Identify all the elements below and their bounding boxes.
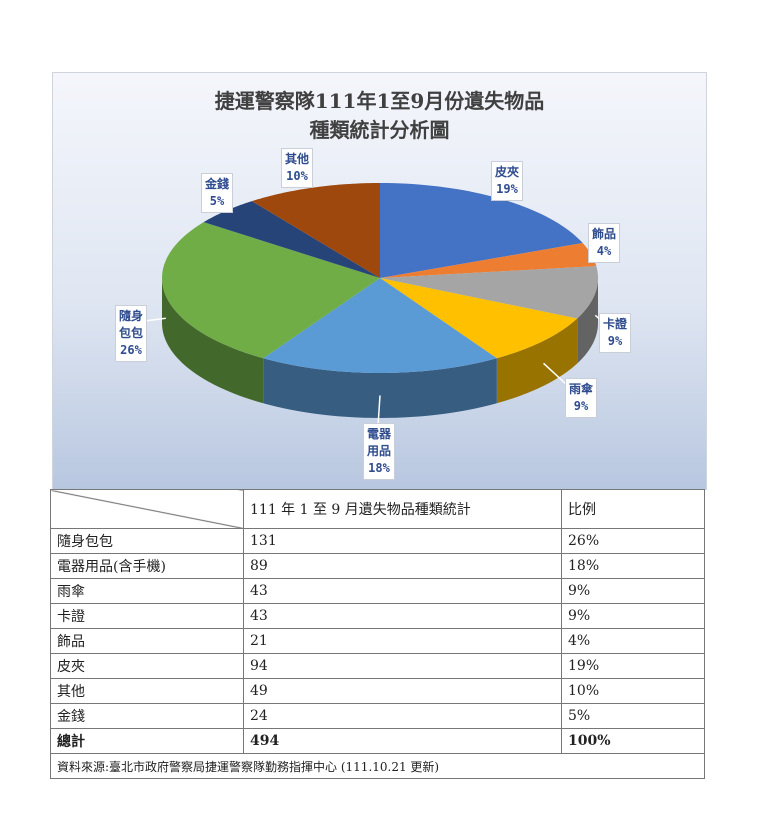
pie-side-雨傘: [496, 318, 578, 404]
cell-category: 電器用品(含手機): [50, 553, 244, 579]
table-row: 皮夾 94 19%: [50, 653, 705, 679]
pie-slice-雨傘: [380, 278, 578, 359]
table-row: 飾品 21 4%: [50, 628, 705, 654]
data-label: 皮夾 19%: [491, 161, 524, 201]
cell-ratio: 9%: [561, 578, 705, 604]
data-label: 飾品 4%: [588, 223, 621, 263]
table-row: 雨傘 43 9%: [50, 578, 705, 604]
pie-slice-金錢: [203, 201, 380, 278]
cell-category: 雨傘: [50, 578, 244, 604]
cell-count: 43: [243, 603, 562, 629]
cell-ratio: 5%: [561, 703, 705, 729]
pie-slice-電器用品: [263, 278, 497, 373]
cell-ratio: 18%: [561, 553, 705, 579]
cell-ratio: 10%: [561, 678, 705, 704]
cell-ratio: 4%: [561, 628, 705, 654]
table-row: 隨身包包 131 26%: [50, 528, 705, 554]
table-row: 電器用品(含手機) 89 18%: [50, 553, 705, 579]
pie-chart: 捷運警察隊111年1至9月份遺失物品 種類統計分析圖 皮夾 19% 飾品 4% 卡證…: [52, 72, 707, 490]
source-note: 資料來源:臺北市政府警察局捷運警察隊勤務指揮中心 (111.10.21 更新): [50, 753, 705, 779]
source-row: 資料來源:臺北市政府警察局捷運警察隊勤務指揮中心 (111.10.21 更新): [50, 753, 705, 779]
total-label: 總計: [50, 728, 244, 754]
header-ratio: 比例: [561, 489, 705, 529]
cell-count: 131: [243, 528, 562, 554]
data-label: 雨傘 9%: [565, 378, 598, 418]
table-row: 金錢 24 5%: [50, 703, 705, 729]
cell-ratio: 9%: [561, 603, 705, 629]
data-label: 其他 10%: [281, 148, 314, 188]
pie-side-卡證: [577, 278, 598, 364]
cell-category: 卡證: [50, 603, 244, 629]
pie-slice-卡證: [380, 266, 598, 319]
diagonal-header-cell: [50, 489, 244, 529]
cell-count: 43: [243, 578, 562, 604]
cell-count: 89: [243, 553, 562, 579]
cell-ratio: 26%: [561, 528, 705, 554]
cell-count: 49: [243, 678, 562, 704]
cell-category: 隨身包包: [50, 528, 244, 554]
data-label: 卡證 9%: [599, 313, 632, 353]
table-row: 其他 49 10%: [50, 678, 705, 704]
pie-slice-其他: [251, 183, 380, 278]
pie-svg: [128, 165, 614, 442]
stats-table: 111 年 1 至 9 月遺失物品種類統計 比例 隨身包包 131 26% 電器用品(…: [50, 489, 705, 779]
pie-side-隨身包包: [162, 278, 264, 404]
pie-slice-皮夾: [380, 183, 583, 278]
title-line-2: 種類統計分析圖: [309, 118, 450, 142]
cell-category: 其他: [50, 678, 244, 704]
cell-category: 飾品: [50, 628, 244, 654]
cell-count: 21: [243, 628, 562, 654]
data-label: 隨身 包包 26%: [115, 305, 148, 362]
data-label: 電器 用品 18%: [363, 423, 396, 480]
chart-title: 捷運警察隊111年1至9月份遺失物品 種類統計分析圖: [53, 87, 706, 145]
cell-count: 24: [243, 703, 562, 729]
cell-category: 皮夾: [50, 653, 244, 679]
total-ratio: 100%: [561, 728, 705, 754]
title-line-1: 捷運警察隊111年1至9月份遺失物品: [214, 89, 545, 113]
table-header-row: 111 年 1 至 9 月遺失物品種類統計 比例: [50, 489, 705, 529]
table-row: 卡證 43 9%: [50, 603, 705, 629]
data-label: 金錢 5%: [201, 173, 234, 213]
pie-slice-隨身包包: [162, 222, 380, 359]
header-count: 111 年 1 至 9 月遺失物品種類統計: [243, 489, 562, 529]
pie-slice-飾品: [380, 243, 597, 278]
cell-category: 金錢: [50, 703, 244, 729]
total-row: 總計 494 100%: [50, 728, 705, 754]
cell-count: 94: [243, 653, 562, 679]
total-count: 494: [243, 728, 562, 754]
pie-side-電器用品: [263, 358, 497, 418]
cell-ratio: 19%: [561, 653, 705, 679]
